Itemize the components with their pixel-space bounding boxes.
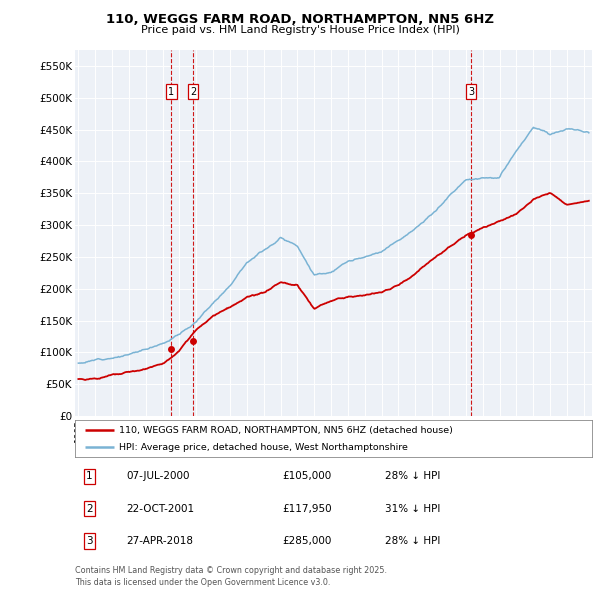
- Text: Contains HM Land Registry data © Crown copyright and database right 2025.
This d: Contains HM Land Registry data © Crown c…: [75, 566, 387, 587]
- Text: 3: 3: [468, 87, 475, 97]
- Text: 31% ↓ HPI: 31% ↓ HPI: [385, 504, 440, 513]
- Text: 28% ↓ HPI: 28% ↓ HPI: [385, 536, 440, 546]
- Text: 3: 3: [86, 536, 93, 546]
- Text: 28% ↓ HPI: 28% ↓ HPI: [385, 471, 440, 481]
- Text: Price paid vs. HM Land Registry's House Price Index (HPI): Price paid vs. HM Land Registry's House …: [140, 25, 460, 35]
- Text: 22-OCT-2001: 22-OCT-2001: [127, 504, 195, 513]
- Text: £117,950: £117,950: [282, 504, 332, 513]
- Text: 07-JUL-2000: 07-JUL-2000: [127, 471, 190, 481]
- Text: 2: 2: [190, 87, 196, 97]
- Text: 27-APR-2018: 27-APR-2018: [127, 536, 194, 546]
- Text: HPI: Average price, detached house, West Northamptonshire: HPI: Average price, detached house, West…: [119, 442, 408, 452]
- Text: 1: 1: [86, 471, 93, 481]
- Text: 1: 1: [169, 87, 175, 97]
- Text: £105,000: £105,000: [282, 471, 331, 481]
- Text: 110, WEGGS FARM ROAD, NORTHAMPTON, NN5 6HZ: 110, WEGGS FARM ROAD, NORTHAMPTON, NN5 6…: [106, 13, 494, 26]
- Text: 2: 2: [86, 504, 93, 513]
- Text: £285,000: £285,000: [282, 536, 331, 546]
- Text: 110, WEGGS FARM ROAD, NORTHAMPTON, NN5 6HZ (detached house): 110, WEGGS FARM ROAD, NORTHAMPTON, NN5 6…: [119, 425, 453, 435]
